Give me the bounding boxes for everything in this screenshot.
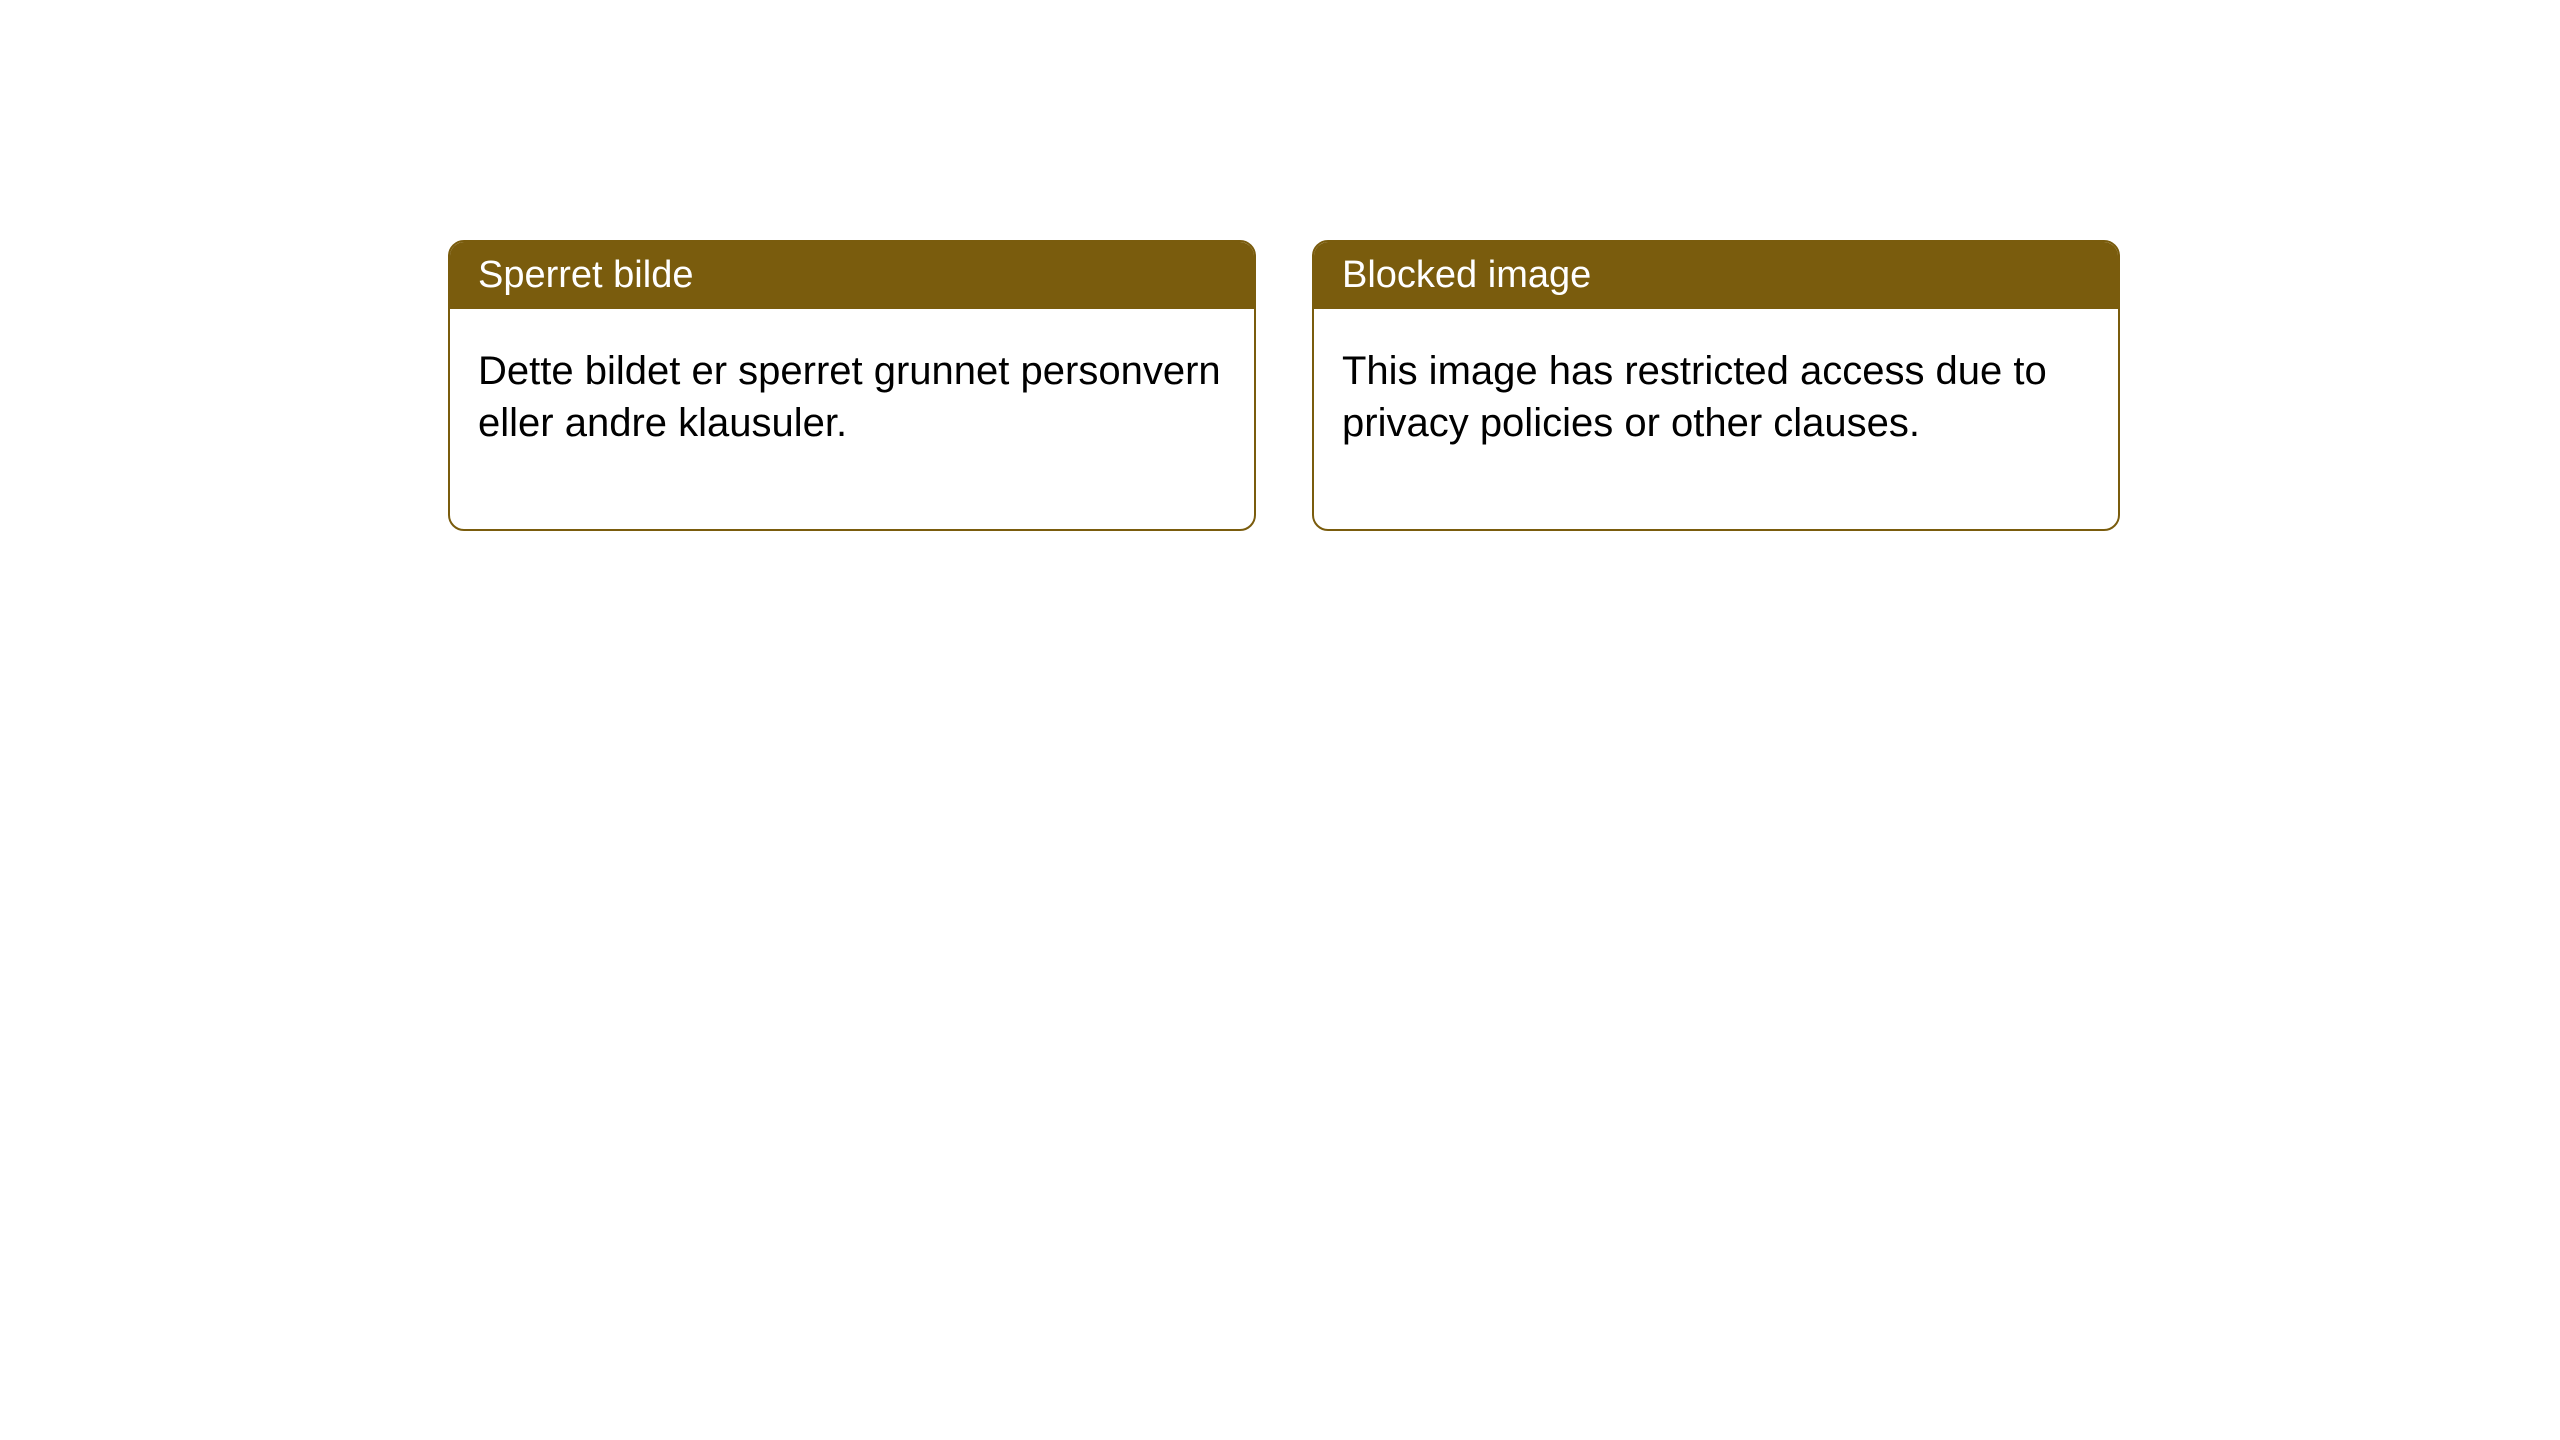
card-header: Sperret bilde [450, 242, 1254, 309]
blocked-image-card-no: Sperret bilde Dette bildet er sperret gr… [448, 240, 1256, 531]
card-body: Dette bildet er sperret grunnet personve… [450, 309, 1254, 529]
card-title: Sperret bilde [478, 254, 693, 296]
card-header: Blocked image [1314, 242, 2118, 309]
notice-container: Sperret bilde Dette bildet er sperret gr… [0, 0, 2560, 531]
card-body-text: This image has restricted access due to … [1342, 349, 2047, 445]
card-body: This image has restricted access due to … [1314, 309, 2118, 529]
blocked-image-card-en: Blocked image This image has restricted … [1312, 240, 2120, 531]
card-body-text: Dette bildet er sperret grunnet personve… [478, 349, 1221, 445]
card-title: Blocked image [1342, 254, 1591, 296]
